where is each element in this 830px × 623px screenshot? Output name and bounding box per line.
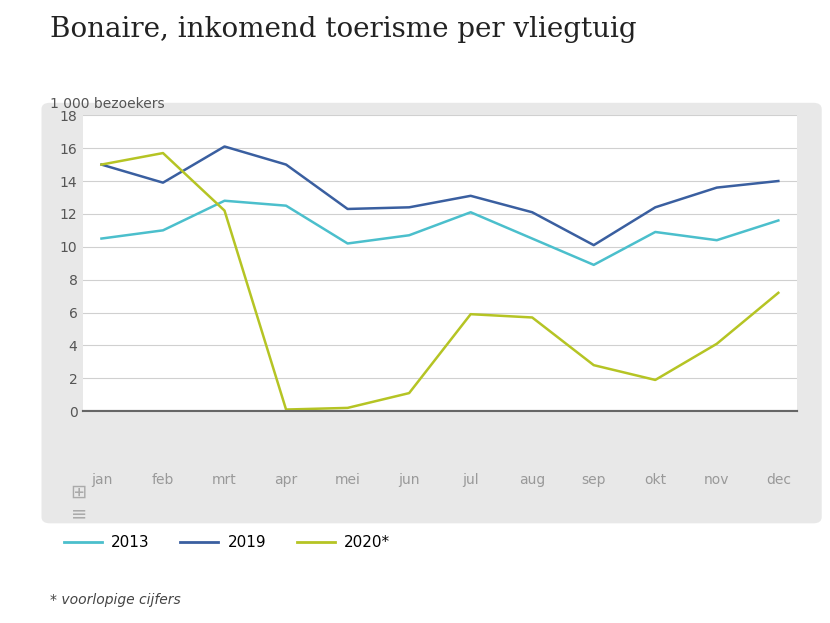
- Text: 1 000 bezoekers: 1 000 bezoekers: [50, 97, 164, 110]
- Text: ⊞
≡: ⊞ ≡: [71, 483, 87, 524]
- Text: * voorlopige cijfers: * voorlopige cijfers: [50, 594, 181, 607]
- Legend: 2013, 2019, 2020*: 2013, 2019, 2020*: [57, 529, 396, 556]
- Text: Bonaire, inkomend toerisme per vliegtuig: Bonaire, inkomend toerisme per vliegtuig: [50, 16, 637, 42]
